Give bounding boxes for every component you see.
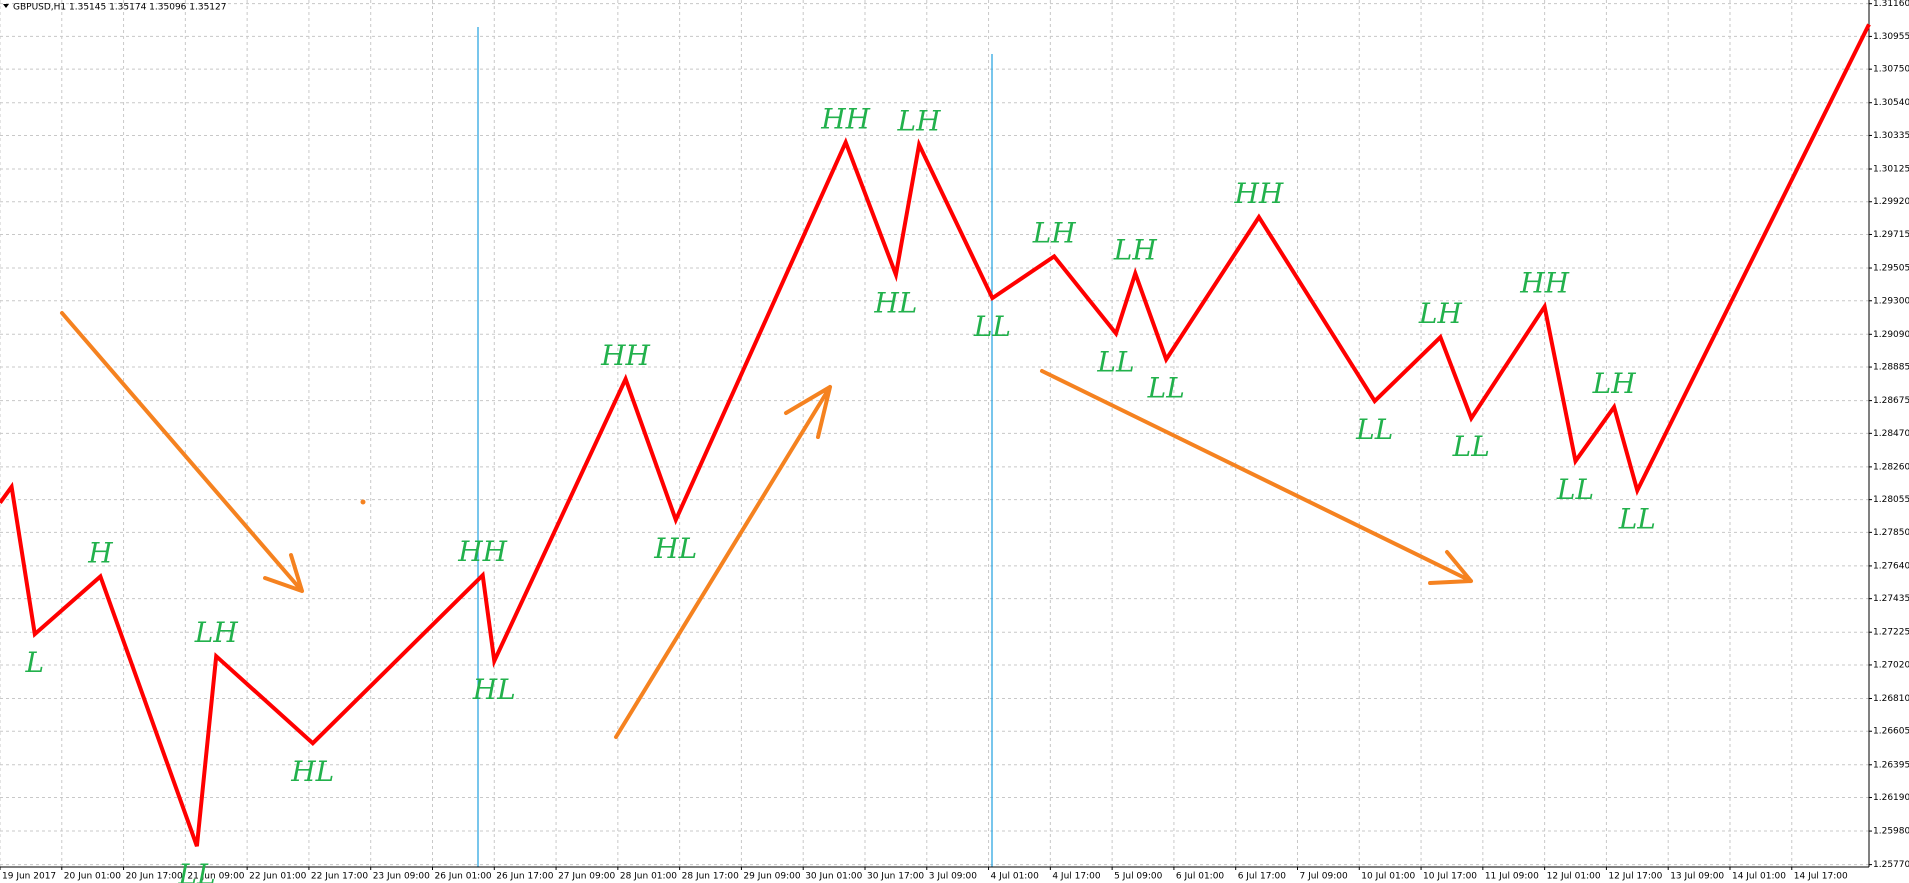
x-tick-label: 4 Jul 17:00 xyxy=(1052,872,1101,882)
swing-label: HH xyxy=(1519,267,1569,300)
y-tick-label: 1.29715 xyxy=(1873,230,1909,240)
swing-label: LH xyxy=(1418,297,1463,330)
swing-label: LH xyxy=(1592,367,1637,400)
swing-label: LH xyxy=(1113,233,1158,266)
y-tick-label: 1.28885 xyxy=(1873,363,1909,373)
x-tick-label: 28 Jun 17:00 xyxy=(682,872,739,882)
x-tick-label: 22 Jun 17:00 xyxy=(311,872,368,882)
chart-title: GBPUSD,H1 1.35145 1.35174 1.35096 1.3512… xyxy=(13,3,226,13)
y-tick-label: 1.28260 xyxy=(1873,462,1909,472)
x-tick-label: 27 Jun 09:00 xyxy=(558,872,615,882)
y-tick-label: 1.27850 xyxy=(1873,528,1909,538)
x-tick-label: 4 Jul 01:00 xyxy=(991,872,1040,882)
y-tick-label: 1.28470 xyxy=(1873,429,1909,439)
y-tick-label: 1.29920 xyxy=(1873,197,1909,207)
y-tick-label: 1.27020 xyxy=(1873,660,1909,670)
x-tick-label: 12 Jul 17:00 xyxy=(1608,872,1662,882)
swing-label: LL xyxy=(973,310,1011,343)
swing-label: LL xyxy=(1452,430,1490,463)
y-tick-label: 1.26605 xyxy=(1873,727,1909,737)
swing-label: HL xyxy=(290,755,334,788)
trend-arrows xyxy=(60,311,1473,739)
swing-label: HL xyxy=(873,287,917,320)
swing-label: L xyxy=(24,646,44,679)
x-tick-label: 10 Jul 01:00 xyxy=(1361,872,1415,882)
x-tick-label: 20 Jun 17:00 xyxy=(126,872,183,882)
x-tick-label: 30 Jun 01:00 xyxy=(805,872,862,882)
arrow xyxy=(1040,369,1473,585)
y-tick-label: 1.26810 xyxy=(1873,694,1909,704)
y-tick-label: 1.29505 xyxy=(1873,264,1909,274)
y-tick-label: 1.28055 xyxy=(1873,495,1909,505)
x-tick-label: 30 Jun 17:00 xyxy=(867,872,924,882)
y-tick-label: 1.30750 xyxy=(1873,65,1909,75)
x-tick-label: 6 Jul 01:00 xyxy=(1176,872,1225,882)
swing-label: LL xyxy=(1355,413,1393,446)
x-tick-label: 7 Jul 09:00 xyxy=(1299,872,1348,882)
swing-label: LH xyxy=(897,105,942,138)
x-tick-label: 10 Jul 17:00 xyxy=(1423,872,1477,882)
y-tick-label: 1.30955 xyxy=(1873,32,1909,42)
y-tick-label: 1.26190 xyxy=(1873,793,1909,803)
swing-label: LL xyxy=(1618,503,1656,536)
y-tick-label: 1.26395 xyxy=(1873,760,1909,770)
x-tick-label: 20 Jun 01:00 xyxy=(64,872,121,882)
x-tick-label: 19 Jun 2017 xyxy=(2,872,56,882)
y-tick-label: 1.27435 xyxy=(1873,594,1909,604)
x-tick-label: 23 Jun 09:00 xyxy=(373,872,430,882)
x-tick-label: 14 Jul 01:00 xyxy=(1732,872,1786,882)
swing-label: LH xyxy=(1032,216,1077,249)
y-tick-label: 1.25770 xyxy=(1873,860,1909,870)
arrow xyxy=(614,385,832,739)
zigzag-line xyxy=(0,23,1871,847)
x-tick-label: 11 Jul 09:00 xyxy=(1485,872,1539,882)
x-tick-label: 3 Jul 09:00 xyxy=(929,872,978,882)
swing-label: LH xyxy=(194,616,239,649)
x-tick-label: 26 Jun 17:00 xyxy=(496,872,553,882)
y-tick-label: 1.28675 xyxy=(1873,396,1909,406)
x-tick-label: 13 Jul 09:00 xyxy=(1670,872,1724,882)
swing-label: LL xyxy=(1096,346,1134,379)
swing-label: HH xyxy=(600,339,650,372)
swing-label: LL xyxy=(1147,371,1185,404)
arrow xyxy=(60,311,304,593)
x-tick-label: 6 Jul 17:00 xyxy=(1238,872,1287,882)
x-tick-label: 5 Jul 09:00 xyxy=(1114,872,1163,882)
x-tick-label: 12 Jul 01:00 xyxy=(1547,872,1601,882)
x-tick-label: 28 Jun 01:00 xyxy=(620,872,677,882)
y-tick-label: 1.27640 xyxy=(1873,561,1909,571)
y-tick-label: 1.30125 xyxy=(1873,164,1909,174)
swing-label: HH xyxy=(457,535,507,568)
grid-layer xyxy=(0,0,1869,867)
dot xyxy=(360,499,366,505)
swing-label: HL xyxy=(472,673,516,706)
y-tick-label: 1.30540 xyxy=(1873,98,1909,108)
x-tick-label: 26 Jun 01:00 xyxy=(434,872,491,882)
y-tick-label: 1.31160 xyxy=(1873,0,1909,9)
menu-triangle xyxy=(3,4,9,8)
x-tick-label: 22 Jun 01:00 xyxy=(249,872,306,882)
swing-label: H xyxy=(87,536,113,569)
swing-label: HL xyxy=(653,532,697,565)
swing-label: LL xyxy=(177,858,215,883)
x-tick-label: 14 Jul 17:00 xyxy=(1794,872,1848,882)
swing-label: HH xyxy=(1233,177,1283,210)
y-tick-label: 1.25980 xyxy=(1873,827,1909,837)
y-tick-label: 1.29300 xyxy=(1873,296,1909,306)
swing-label: LL xyxy=(1556,473,1594,506)
swing-label: HH xyxy=(820,102,870,135)
x-tick-label: 21 Jun 09:00 xyxy=(187,872,244,882)
x-tick-label: 29 Jun 09:00 xyxy=(743,872,800,882)
y-tick-label: 1.27225 xyxy=(1873,628,1909,638)
y-tick-label: 1.30335 xyxy=(1873,131,1909,141)
y-tick-label: 1.29090 xyxy=(1873,330,1909,340)
